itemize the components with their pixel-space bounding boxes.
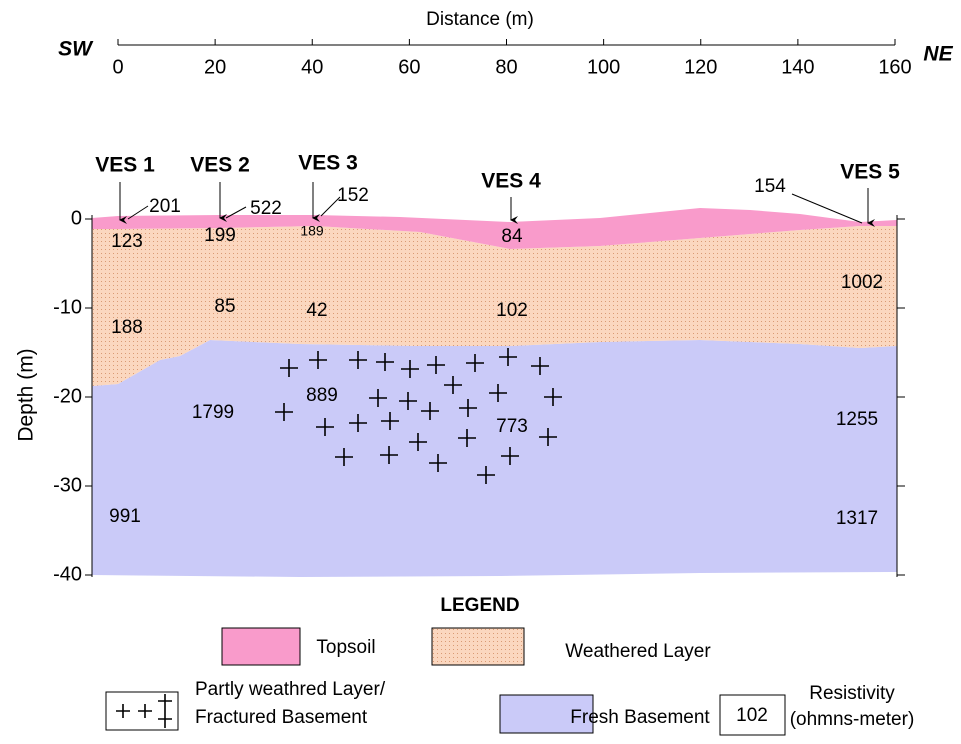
resistivity: 85	[214, 296, 235, 317]
legend-label: Weathered Layer	[565, 641, 711, 662]
legend-label: Partly weathred Layer/	[195, 679, 386, 700]
fresh-basement	[92, 340, 897, 577]
legend-label: Topsoil	[316, 637, 375, 658]
resistivity: 889	[306, 385, 338, 406]
x-tick-label: 80	[495, 56, 517, 78]
legend-title: LEGEND	[440, 595, 519, 616]
legend: LEGEND Topsoil Weathered Layer Partly we…	[106, 595, 914, 735]
x-tick-label: 20	[204, 56, 226, 78]
resistivity: 1799	[192, 402, 234, 423]
resistivity: 1255	[836, 409, 878, 430]
topsoil-resistivity: 154	[754, 176, 786, 197]
legend-swatch	[222, 628, 300, 665]
x-tick-label: 160	[878, 56, 911, 78]
y-tick-label: -20	[53, 385, 82, 407]
y-tick-label: -40	[53, 563, 82, 585]
ves-label: VES 2	[190, 154, 250, 177]
x-tick-label: 40	[301, 56, 323, 78]
topsoil-resistivity: 522	[250, 198, 282, 219]
legend-swatch	[432, 628, 524, 665]
resistivity: 42	[306, 300, 327, 321]
legend-label: Resistivity	[809, 683, 895, 704]
resistivity: 123	[111, 231, 143, 252]
ne-label: NE	[923, 43, 953, 66]
x-axis-title: Distance (m)	[426, 9, 534, 30]
x-tick-label: 120	[684, 56, 717, 78]
resistivity: 773	[496, 416, 528, 437]
resistivity: 188	[111, 317, 143, 338]
legend-label: Fractured Basement	[195, 707, 368, 728]
legend-label: Fresh Basement	[570, 707, 710, 728]
ves-label: VES 5	[840, 161, 900, 184]
ves-label: VES 3	[298, 152, 358, 175]
y-tick-label: -10	[53, 296, 82, 318]
cross-section: Distance (m) SW NE Depth (m) VES 1 VES 2…	[0, 0, 961, 744]
ves-label: VES 1	[95, 154, 155, 177]
topsoil-resistivity: 152	[337, 185, 369, 206]
x-tick-label: 60	[398, 56, 420, 78]
y-tick-label: 0	[71, 207, 82, 229]
topsoil-resistivity: 201	[149, 196, 181, 217]
y-tick-label: -30	[53, 474, 82, 496]
resistivity: 1317	[836, 508, 878, 529]
resistivity: 84	[501, 226, 523, 247]
legend-sample: 102	[736, 705, 768, 726]
x-tick-label: 100	[587, 56, 620, 78]
resistivity: 102	[496, 300, 528, 321]
resistivity: 189	[300, 223, 324, 239]
ves-markers: VES 1 VES 2 VES 3 VES 4 VES 5 201 522 15…	[95, 152, 900, 223]
resistivity: 1002	[841, 272, 883, 293]
x-tick-label: 140	[781, 56, 814, 78]
sw-label: SW	[58, 38, 94, 61]
legend-label: (ohmns-meter)	[790, 709, 915, 730]
y-axis-title: Depth (m)	[15, 348, 38, 441]
resistivity: 991	[109, 506, 141, 527]
ves-label: VES 4	[481, 170, 541, 193]
resistivity: 199	[204, 225, 236, 246]
x-tick-label: 0	[112, 56, 123, 78]
